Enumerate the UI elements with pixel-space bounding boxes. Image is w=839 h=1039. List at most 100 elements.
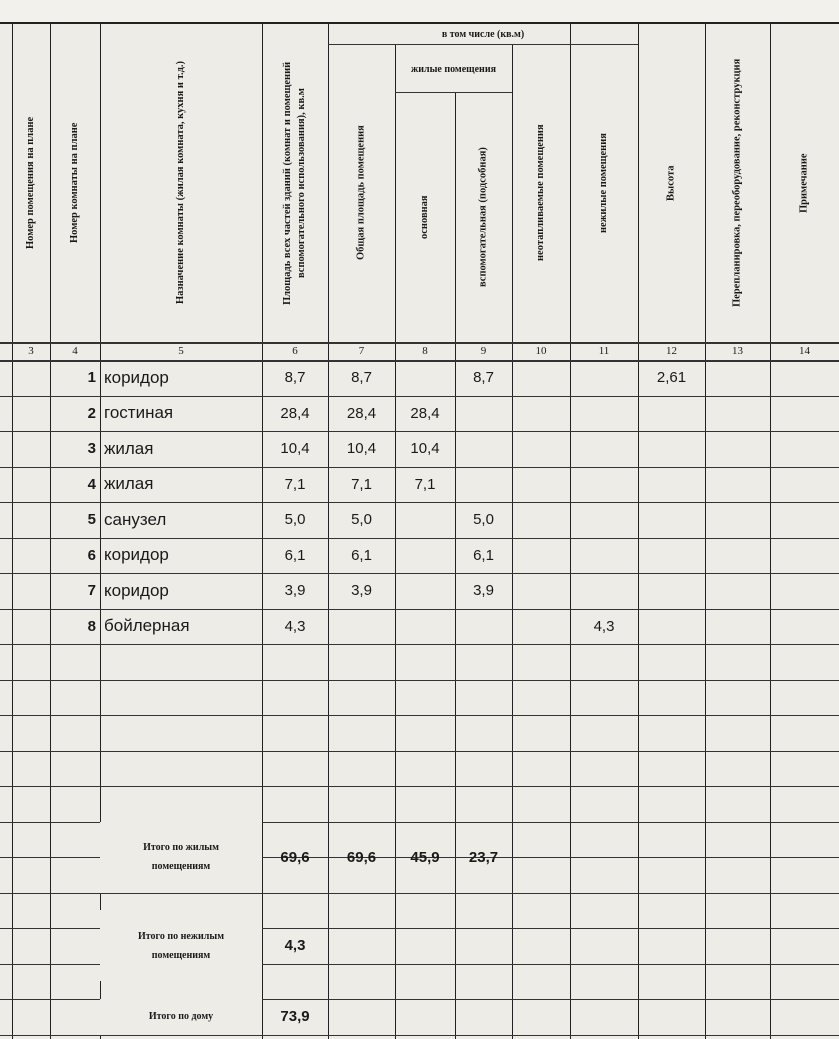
column-header: Назначение комнаты (жилая комната, кухня… xyxy=(174,61,186,305)
room-value-c8: 28,4 xyxy=(410,404,440,422)
room-name: коридор xyxy=(104,545,169,565)
column-number: 5 xyxy=(178,345,184,357)
room-number: 2 xyxy=(87,404,96,422)
room-value-c6: 8,7 xyxy=(284,369,306,387)
column-header: Высота xyxy=(665,165,677,201)
row-line xyxy=(0,715,839,716)
room-value-c11 xyxy=(570,573,638,609)
column-header: основная xyxy=(418,195,430,239)
row-line xyxy=(0,502,839,503)
room-value-c8 xyxy=(395,573,455,609)
column-divider xyxy=(638,24,639,1039)
column-number: 13 xyxy=(732,345,743,357)
room-name: коридор xyxy=(104,580,169,600)
column-number: 6 xyxy=(292,345,298,357)
group-header-label: в том числе (кв.м) xyxy=(441,28,525,40)
column-number: 8 xyxy=(422,345,428,357)
column-divider xyxy=(12,24,13,1039)
total-value-c8: 45,9 xyxy=(410,848,440,866)
room-name: гостиная xyxy=(104,403,174,423)
room-value-c11 xyxy=(570,467,638,503)
row-line xyxy=(0,573,839,574)
column-header: неотапливаемые помещения xyxy=(534,124,546,262)
room-value-c7: 3,9 xyxy=(351,582,372,600)
row-line xyxy=(0,431,839,432)
room-value-c12 xyxy=(638,502,705,538)
room-value-c8 xyxy=(395,609,455,645)
room-value-c8: 7,1 xyxy=(414,475,436,493)
total-label-nonliving: Итого по нежилым помещениям xyxy=(100,910,262,982)
total-value-c6: 69,6 xyxy=(280,848,310,866)
room-value-c12: 2,61 xyxy=(656,369,687,387)
column-number: 14 xyxy=(799,345,810,357)
column-divider xyxy=(100,24,101,1039)
column-header: Общая площадь помещения xyxy=(355,125,367,261)
room-value-c9: 8,7 xyxy=(473,369,494,387)
room-number: 7 xyxy=(87,582,96,600)
room-name: санузел xyxy=(104,509,167,529)
column-number: 3 xyxy=(28,345,34,357)
room-value-c6: 10,4 xyxy=(280,440,310,458)
header-group-line xyxy=(328,44,638,45)
column-number: 7 xyxy=(358,345,365,357)
row-line xyxy=(0,750,839,752)
total-value-c6: 4,3 xyxy=(284,937,306,955)
total-label-living: Итого по жилым помещениям xyxy=(100,821,262,893)
header-bottom-line xyxy=(0,342,839,344)
room-name: жилая xyxy=(104,474,154,494)
room-value-c7: 5,0 xyxy=(351,511,372,529)
column-header: Примечание xyxy=(798,153,810,213)
room-value-c11: 4,3 xyxy=(593,617,615,635)
room-value-c8 xyxy=(395,360,455,396)
room-value-c11 xyxy=(570,360,638,396)
rooms-table: в том числе (кв.м) жилые помещения Номер п… xyxy=(0,22,839,1039)
room-value-c12 xyxy=(638,431,705,467)
room-value-c12 xyxy=(638,396,705,432)
room-value-c12 xyxy=(638,538,705,574)
room-value-c6: 5,0 xyxy=(284,511,306,529)
row-line xyxy=(0,1034,839,1036)
column-divider xyxy=(50,24,51,1039)
total-label-house: Итого по дому xyxy=(100,999,262,1035)
room-value-c11 xyxy=(570,396,638,432)
room-value-c7: 6,1 xyxy=(351,546,372,564)
column-divider xyxy=(570,24,571,1039)
total-value-c9: 23,7 xyxy=(468,848,499,866)
room-name: бойлерная xyxy=(104,616,190,636)
column-header: вспомогательная (подсобная) xyxy=(477,147,489,287)
room-value-c6: 4,3 xyxy=(284,617,306,635)
row-line xyxy=(0,821,839,823)
row-line xyxy=(0,999,839,1000)
room-number: 5 xyxy=(87,511,96,529)
room-value-c9 xyxy=(455,609,512,645)
room-value-c6: 28,4 xyxy=(280,404,310,422)
column-header: Перепланировка, переоборудование, реконс… xyxy=(731,58,743,308)
room-value-c6: 7,1 xyxy=(284,475,306,493)
room-value-c8 xyxy=(395,538,455,574)
column-divider xyxy=(512,44,513,1039)
room-value-c11 xyxy=(570,431,638,467)
room-number: 3 xyxy=(87,440,96,458)
living-group-line xyxy=(395,92,512,93)
room-number: 4 xyxy=(87,475,96,493)
room-value-c12 xyxy=(638,467,705,503)
room-value-c7: 7,1 xyxy=(351,475,372,493)
row-line xyxy=(0,786,839,787)
column-divider xyxy=(395,44,396,1039)
column-divider xyxy=(262,24,263,1039)
room-value-c12 xyxy=(638,573,705,609)
total-value-c6: 73,9 xyxy=(280,1008,310,1026)
room-value-c8 xyxy=(395,502,455,538)
room-value-c7: 8,7 xyxy=(351,369,372,387)
room-value-c7 xyxy=(328,609,395,645)
row-line xyxy=(0,963,839,965)
row-line xyxy=(0,644,839,645)
room-value-c8: 10,4 xyxy=(410,440,440,458)
room-value-c7: 10,4 xyxy=(346,440,377,458)
room-value-c12 xyxy=(638,609,705,645)
room-value-c6: 3,9 xyxy=(284,582,306,600)
column-divider xyxy=(328,24,329,1039)
column-header: Номер помещения на плане xyxy=(24,116,36,250)
column-number: 10 xyxy=(535,345,547,357)
number-row-bottom-line xyxy=(0,360,839,362)
